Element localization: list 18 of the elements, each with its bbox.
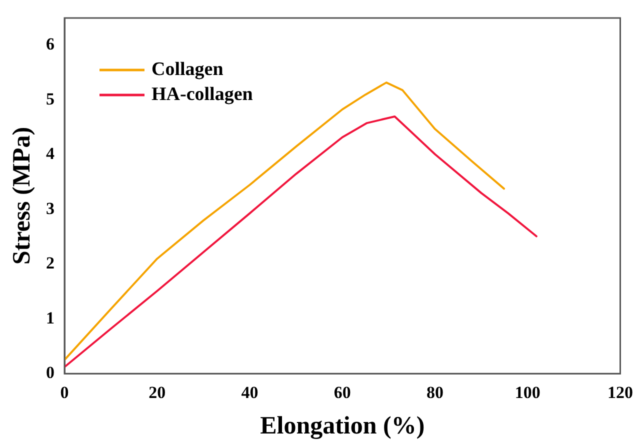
x-tick-label: 40 [241, 383, 258, 402]
y-tick-label: 4 [46, 144, 55, 164]
legend-label: HA-collagen [152, 84, 254, 105]
y-tick-label: 0 [46, 362, 54, 382]
x-tick-label: 0 [60, 383, 69, 402]
y-tick-label: 1 [46, 308, 54, 328]
y-tick-label: 5 [46, 89, 54, 108]
x-tick-label: 60 [334, 383, 351, 402]
x-axis-title: Elongation (%) [260, 412, 425, 440]
y-tick-label: 3 [46, 198, 54, 218]
x-tick-label: 80 [426, 383, 444, 402]
legend-label: Collagen [152, 58, 224, 80]
x-tick-label: 20 [148, 383, 166, 402]
x-tick-label: 100 [514, 383, 540, 402]
y-tick-label: 6 [46, 34, 54, 54]
x-tick-label: 120 [608, 383, 633, 402]
y-tick-label: 2 [46, 254, 54, 273]
y-axis-title: Stress (MPa) [8, 126, 36, 265]
